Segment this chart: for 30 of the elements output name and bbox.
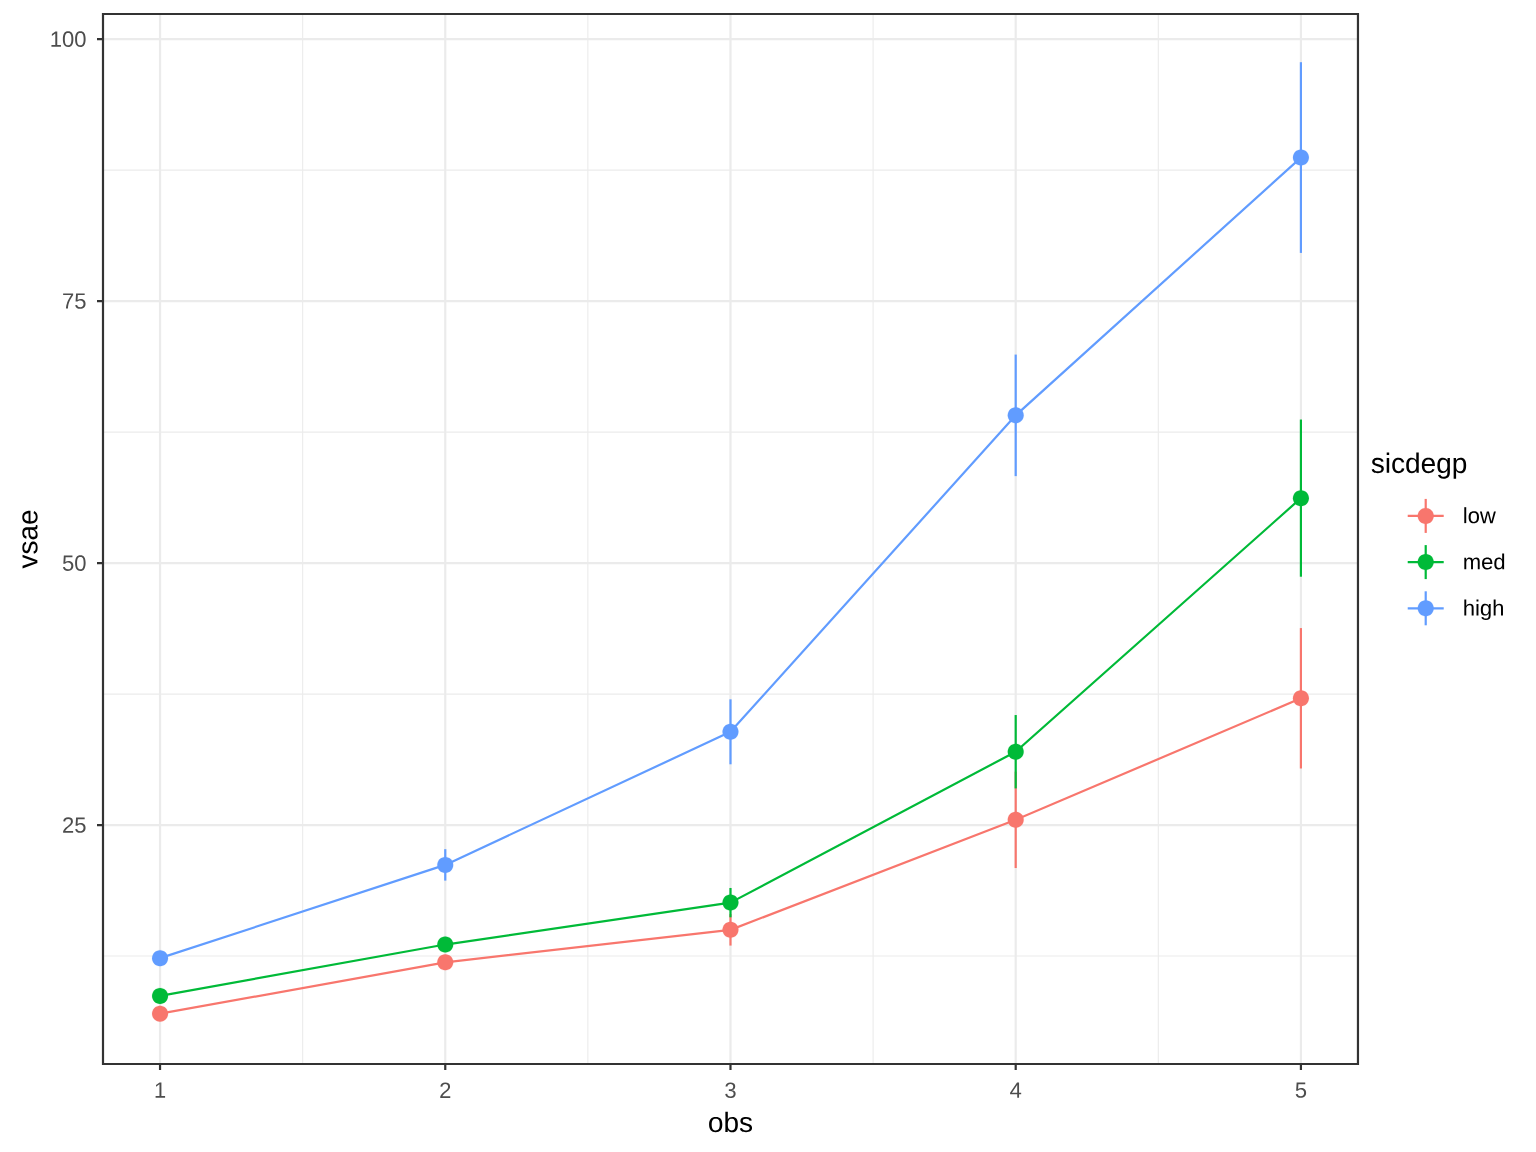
point xyxy=(151,1005,169,1022)
y-tick-label: 25 xyxy=(63,817,86,833)
x-tick-label: 4 xyxy=(1010,1082,1022,1098)
legend-title: sicdegp xyxy=(1371,452,1467,479)
point xyxy=(722,723,739,740)
legend-label: high xyxy=(1464,599,1503,621)
y-tick-label: 75 xyxy=(63,293,86,309)
point xyxy=(1292,690,1309,707)
point xyxy=(1007,743,1024,760)
x-axis-title: obs xyxy=(709,1111,753,1133)
point xyxy=(722,894,739,911)
point xyxy=(437,954,454,971)
legend-label: low xyxy=(1464,507,1496,524)
x-tick-label: 3 xyxy=(725,1082,736,1099)
x-tick-label: 2 xyxy=(440,1082,451,1098)
y-tick-label: 50 xyxy=(62,555,86,571)
point xyxy=(437,936,454,953)
point xyxy=(1292,149,1309,166)
point xyxy=(437,856,454,873)
x-tick-label: 1 xyxy=(155,1082,166,1098)
point xyxy=(722,921,739,938)
y-tick-label: 100 xyxy=(51,31,86,47)
legend-label: med xyxy=(1464,553,1505,570)
point xyxy=(151,950,169,967)
x-tick-label: 5 xyxy=(1295,1082,1307,1098)
y-axis-title: vsae xyxy=(22,510,38,569)
point xyxy=(1292,490,1309,507)
point xyxy=(1007,811,1024,828)
point xyxy=(151,987,169,1004)
point xyxy=(1007,407,1024,424)
